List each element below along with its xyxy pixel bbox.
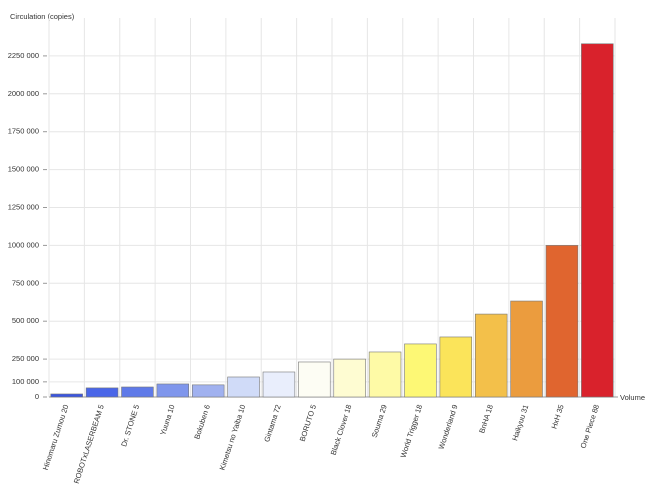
y-tick-label: 1000 000 [8, 240, 39, 249]
y-tick-label: 1750 000 [8, 127, 39, 136]
x-tick-label: Yuuna 10 [158, 403, 176, 436]
y-tick-label: 750 000 [12, 278, 39, 287]
bar [156, 383, 190, 398]
x-axis-label: Volume [620, 393, 645, 402]
bar [545, 245, 579, 398]
bar [333, 358, 366, 398]
y-tick-label: 250 000 [12, 354, 39, 363]
y-tick-label: 2250 000 [8, 51, 39, 60]
x-tick-label: HxH 35 [549, 403, 565, 430]
bar [121, 386, 154, 398]
x-tick-label: Haikyuu 31 [510, 403, 530, 441]
y-tick-label: 1250 000 [8, 202, 39, 211]
x-tick-label: Wonderland 9 [437, 403, 460, 450]
bar [439, 336, 473, 398]
x-tick-label: Kimetsu no Yaiba 10 [218, 403, 248, 471]
x-tick-label: Bokuben 6 [192, 403, 212, 440]
x-tick-label: Souma 29 [370, 403, 389, 438]
x-tick-label: BnHA 18 [477, 403, 495, 434]
bar [50, 393, 83, 398]
y-axis-label: Circulation (copies) [10, 12, 75, 21]
bar [191, 384, 225, 398]
bar [298, 361, 331, 398]
y-tick-label: 1500 000 [8, 165, 39, 174]
y-tick-label: 0 [35, 392, 39, 401]
x-tick-label: World Trigger 18 [399, 403, 425, 458]
x-tick-label: Hinomaru Zumou 20 [41, 403, 71, 471]
x-tick-label: Dr. STONE 5 [119, 403, 141, 447]
x-tick-label: Black Clover 18 [329, 403, 354, 456]
y-tick-label: 2000 000 [8, 89, 39, 98]
x-tick-label: ROBOTxLASERBEAM 5 [72, 403, 106, 484]
x-tick-label: BORUTO 5 [298, 403, 318, 442]
bar [85, 387, 119, 398]
bar [404, 343, 437, 398]
x-tick-label: One Piece 88 [578, 403, 601, 449]
x-tick-label: Gintama 72 [262, 403, 283, 443]
y-tick-label: 100 000 [12, 377, 39, 386]
bar [474, 313, 508, 398]
bar [227, 376, 260, 398]
bar [368, 351, 402, 398]
bar [262, 371, 296, 398]
bar [581, 43, 614, 398]
bar [510, 300, 543, 398]
y-tick-label: 500 000 [12, 316, 39, 325]
